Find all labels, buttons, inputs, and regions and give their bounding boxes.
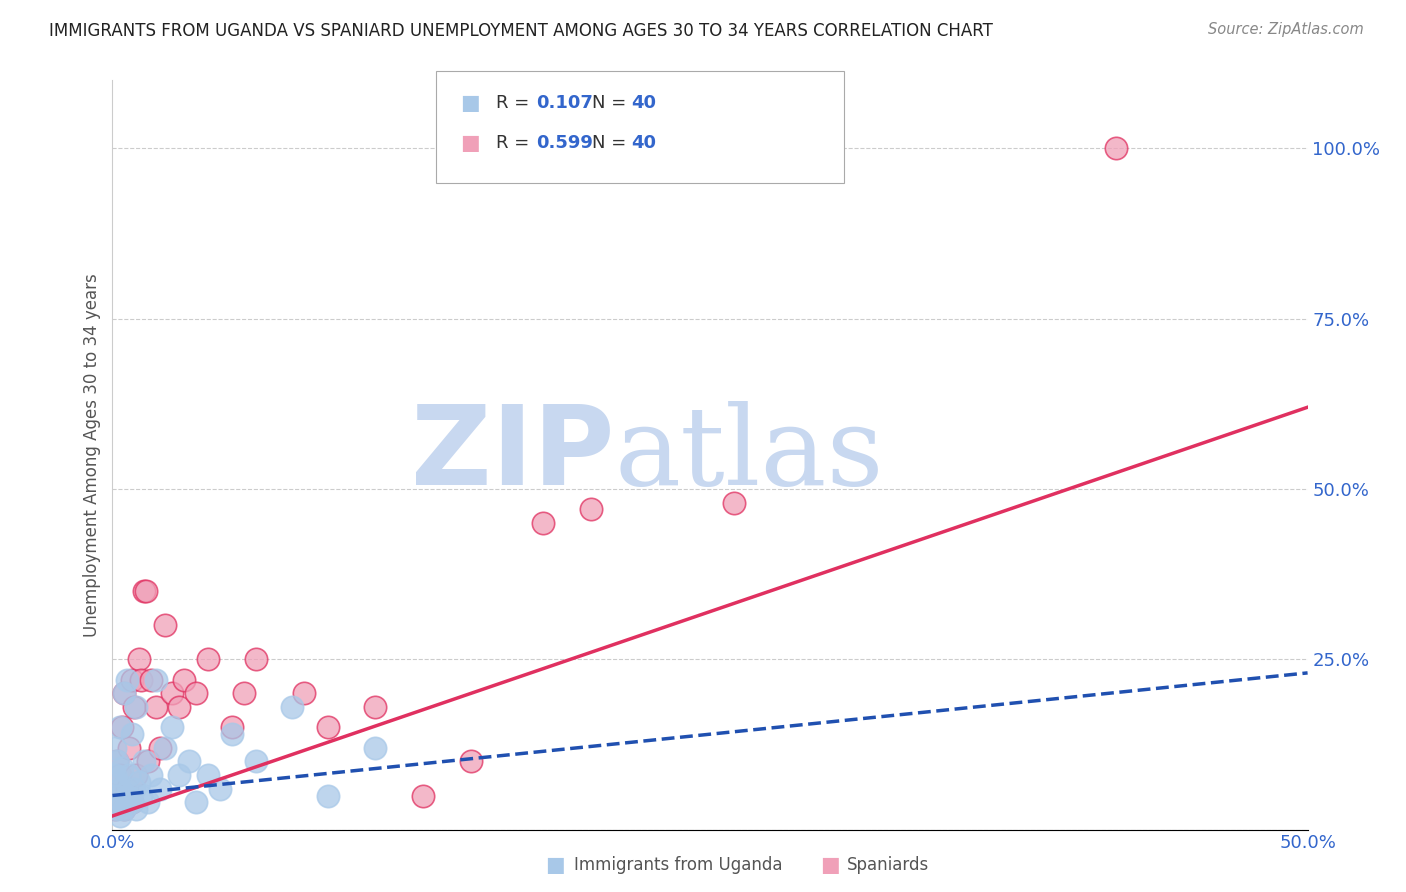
Point: [169, 700, 191, 714]
Point: [316, 789, 339, 803]
Text: ZIP: ZIP: [411, 401, 614, 508]
Point: [1105, 141, 1128, 155]
Point: [114, 802, 135, 816]
Point: [145, 700, 167, 714]
Point: [292, 686, 315, 700]
Point: [177, 755, 200, 769]
Point: [460, 755, 482, 769]
Point: [118, 740, 141, 755]
Point: [149, 781, 172, 796]
Point: [111, 720, 134, 734]
Point: [105, 789, 128, 803]
Point: [153, 740, 176, 755]
Point: [121, 727, 143, 741]
Text: R =: R =: [496, 134, 536, 152]
Point: [138, 795, 160, 809]
Point: [139, 768, 162, 782]
Point: [105, 775, 128, 789]
Point: [186, 795, 208, 809]
Point: [531, 516, 554, 530]
Point: [114, 802, 135, 816]
Point: [111, 761, 134, 775]
Point: [197, 768, 219, 782]
Point: [221, 727, 243, 741]
Text: ■: ■: [820, 855, 839, 875]
Point: [115, 673, 138, 687]
Point: [108, 781, 131, 796]
Point: [114, 686, 135, 700]
Point: [122, 700, 145, 714]
Point: [197, 652, 219, 666]
Point: [281, 700, 304, 714]
Point: [364, 700, 387, 714]
Point: [104, 740, 127, 755]
Text: N =: N =: [592, 94, 631, 112]
Point: [173, 673, 195, 687]
Point: [129, 789, 152, 803]
Point: [104, 802, 127, 816]
Point: [114, 686, 135, 700]
Point: [162, 720, 183, 734]
Point: [105, 802, 128, 816]
Text: 40: 40: [631, 94, 657, 112]
Point: [121, 795, 143, 809]
Point: [118, 768, 141, 782]
Point: [221, 720, 243, 734]
Point: [108, 768, 131, 782]
Point: [108, 720, 131, 734]
Point: [108, 809, 131, 823]
Point: [162, 686, 183, 700]
Point: [125, 768, 148, 782]
Point: [209, 781, 232, 796]
Point: [245, 755, 267, 769]
Y-axis label: Unemployment Among Ages 30 to 34 years: Unemployment Among Ages 30 to 34 years: [83, 273, 101, 637]
Point: [108, 795, 131, 809]
Text: atlas: atlas: [614, 401, 884, 508]
Point: [128, 652, 150, 666]
Point: [105, 755, 128, 769]
Text: 40: 40: [631, 134, 657, 152]
Point: [245, 652, 267, 666]
Text: 0.107: 0.107: [536, 94, 592, 112]
Point: [122, 781, 145, 796]
Point: [115, 789, 138, 803]
Point: [723, 495, 745, 509]
Text: Spaniards: Spaniards: [846, 856, 928, 874]
Point: [135, 584, 157, 599]
Text: IMMIGRANTS FROM UGANDA VS SPANIARD UNEMPLOYMENT AMONG AGES 30 TO 34 YEARS CORREL: IMMIGRANTS FROM UGANDA VS SPANIARD UNEMP…: [49, 22, 993, 40]
Point: [145, 673, 167, 687]
Text: ■: ■: [460, 93, 479, 112]
Point: [115, 781, 138, 796]
Text: R =: R =: [496, 94, 536, 112]
Point: [412, 789, 434, 803]
Point: [105, 755, 128, 769]
Point: [129, 673, 152, 687]
Point: [125, 700, 148, 714]
Point: [233, 686, 256, 700]
Point: [128, 775, 150, 789]
Point: [121, 673, 143, 687]
Point: [169, 768, 191, 782]
Point: [139, 673, 162, 687]
Point: [186, 686, 208, 700]
Point: [132, 584, 155, 599]
Text: Immigrants from Uganda: Immigrants from Uganda: [574, 856, 782, 874]
Point: [111, 795, 134, 809]
Point: [316, 720, 339, 734]
Point: [132, 755, 155, 769]
Text: N =: N =: [592, 134, 631, 152]
Point: [125, 802, 148, 816]
Text: 0.599: 0.599: [536, 134, 592, 152]
Text: ■: ■: [546, 855, 565, 875]
Point: [364, 740, 387, 755]
Point: [104, 789, 127, 803]
Point: [138, 755, 160, 769]
Point: [104, 768, 127, 782]
Point: [121, 795, 143, 809]
Text: ■: ■: [460, 133, 479, 153]
Point: [149, 740, 172, 755]
Text: Source: ZipAtlas.com: Source: ZipAtlas.com: [1208, 22, 1364, 37]
Point: [153, 618, 176, 632]
Point: [579, 502, 602, 516]
